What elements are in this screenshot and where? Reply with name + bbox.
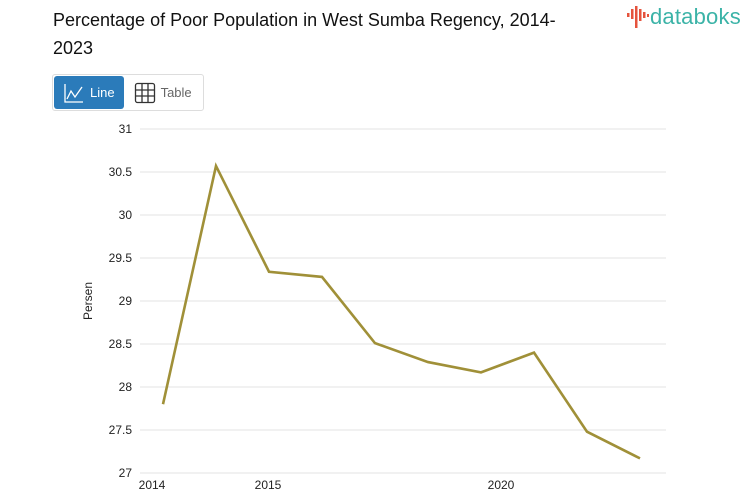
data-point[interactable] [160,401,166,407]
databoks-logo-icon [627,6,649,28]
chart-title: Percentage of Poor Population in West Su… [53,10,556,58]
x-tick-label: 2020 [488,478,515,492]
logo-text: databoks [650,4,741,29]
data-point[interactable] [213,163,219,169]
y-tick-label: 29 [119,294,133,308]
line-chart-icon [64,83,83,103]
data-point[interactable] [425,359,431,365]
y-tick-label: 30.5 [109,165,133,179]
x-tick-label: 2014 [139,478,166,492]
y-tick-label: 27 [119,466,133,480]
line-view-label: Line [90,85,115,100]
series-line [161,162,641,460]
y-axis-label: Persen [81,282,95,320]
databoks-logo[interactable]: databoks [626,4,741,30]
data-point[interactable] [531,350,537,356]
data-point[interactable] [372,340,378,346]
table-grid-icon [134,82,155,103]
y-tick-label: 28 [119,380,133,394]
table-view-label: Table [160,85,192,100]
x-tick-label: 2015 [255,478,282,492]
y-tick-label: 29.5 [109,251,133,265]
y-tick-label: 31 [119,122,133,136]
data-point[interactable] [478,369,484,375]
table-view-button[interactable]: Table [125,75,201,110]
data-point[interactable] [584,429,590,435]
data-point[interactable] [637,455,643,461]
line-view-button[interactable]: Line [54,76,124,109]
y-tick-label: 27.5 [109,423,133,437]
y-tick-label: 30 [119,208,133,222]
y-tick-label: 28.5 [109,337,133,351]
data-point[interactable] [319,274,325,280]
view-toggle: Line Table [52,74,204,111]
data-point[interactable] [266,269,272,275]
